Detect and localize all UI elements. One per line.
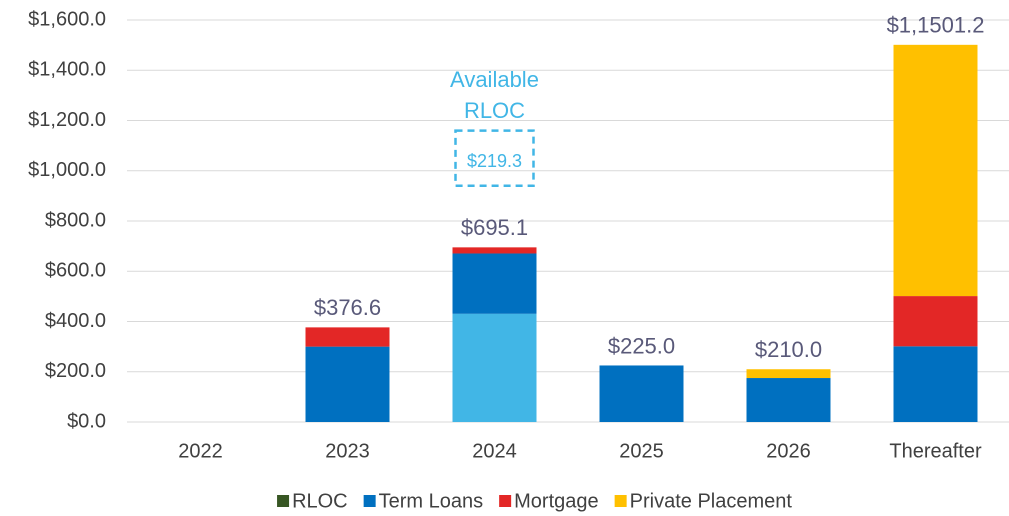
legend-label: RLOC xyxy=(292,490,348,512)
y-tick-label: $1,400.0 xyxy=(28,59,106,81)
total-label: $1,1501.2 xyxy=(887,13,985,38)
total-label: $225.0 xyxy=(608,333,675,358)
legend-label: Term Loans xyxy=(379,490,484,512)
total-label: $695.1 xyxy=(461,215,528,240)
bar-segment xyxy=(452,247,537,254)
annotation-value: $219.3 xyxy=(467,151,522,171)
legend-swatch xyxy=(499,495,512,507)
bar-segment xyxy=(305,327,390,347)
y-tick-label: $800.0 xyxy=(45,209,106,231)
x-tick-label: 2024 xyxy=(472,440,517,462)
x-tick-label: Thereafter xyxy=(889,440,982,462)
bar-segment xyxy=(599,365,684,422)
bar-segment xyxy=(893,296,978,347)
bar-segment xyxy=(893,346,978,422)
x-tick-label: 2023 xyxy=(325,440,370,462)
x-tick-label: 2025 xyxy=(619,440,664,462)
legend-label: Private Placement xyxy=(630,490,793,512)
x-tick-label: 2026 xyxy=(766,440,811,462)
y-tick-label: $400.0 xyxy=(45,310,106,332)
y-tick-label: $200.0 xyxy=(45,360,106,382)
available-box xyxy=(454,129,535,187)
bar-segment xyxy=(452,253,537,314)
bar-segment xyxy=(893,44,978,297)
legend-swatch xyxy=(614,495,627,507)
bar-segment xyxy=(305,346,390,422)
y-tick-label: $1,200.0 xyxy=(28,109,106,131)
total-label: $376.6 xyxy=(314,295,381,320)
y-tick-label: $1,600.0 xyxy=(28,8,106,30)
y-tick-label: $0.0 xyxy=(67,410,106,432)
x-tick-label: 2022 xyxy=(178,440,223,462)
legend-swatch xyxy=(363,495,376,507)
bar-segment xyxy=(746,369,831,379)
y-tick-label: $1,000.0 xyxy=(28,159,106,181)
y-tick-label: $600.0 xyxy=(45,260,106,282)
bar-segment xyxy=(452,313,537,422)
total-label: $210.0 xyxy=(755,337,822,362)
legend-swatch xyxy=(277,495,290,507)
bar-segment xyxy=(746,378,831,422)
legend-label: Mortgage xyxy=(514,490,599,512)
annotation-text: RLOC xyxy=(464,98,525,123)
annotation-text: Available xyxy=(450,67,539,92)
